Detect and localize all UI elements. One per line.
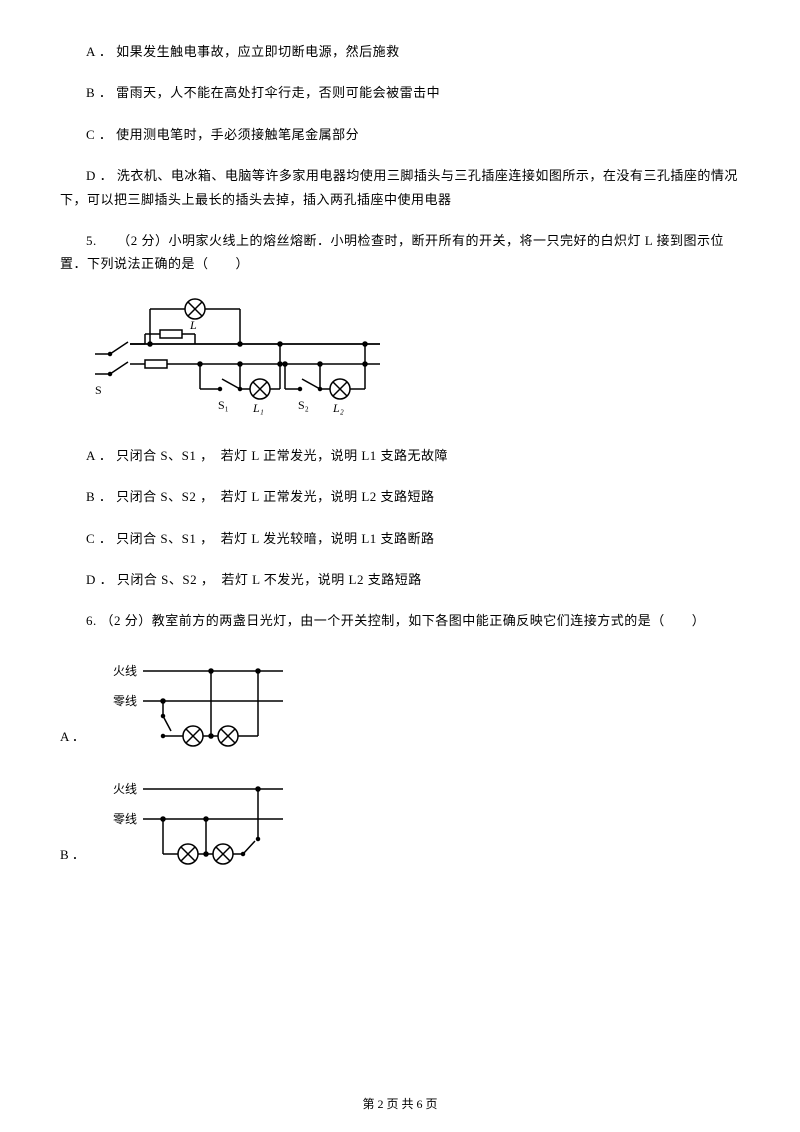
q5-option-c: C ． 只闭合 S、S1 ， 若灯 L 发光较暗，说明 L1 支路断路	[60, 527, 740, 550]
q5-option-d: D ． 只闭合 S、S2 ， 若灯 L 不发光，说明 L2 支路短路	[60, 568, 740, 591]
q5-option-a: A ． 只闭合 S、S1 ， 若灯 L 正常发光，说明 L1 支路无故障	[60, 444, 740, 467]
q6-stem: 6. （2 分）教室前方的两盏日光灯，由一个开关控制，如下各图中能正确反映它们连…	[60, 609, 740, 632]
label-S1: S₁	[218, 398, 229, 412]
label-neutral-b: 零线	[113, 812, 137, 826]
label-live-b: 火线	[113, 782, 137, 796]
q6-option-a-row: A ．	[60, 651, 740, 751]
q4-option-b: B ． 雷雨天，人不能在高处打伞行走，否则可能会被雷击中	[60, 81, 740, 104]
q6-option-a-label: A ．	[60, 726, 85, 745]
label-L2: L₂	[332, 401, 344, 415]
q4-option-d: D ． 洗衣机、电冰箱、电脑等许多家用电器均使用三脚插头与三孔插座连接如图所示，…	[60, 164, 740, 211]
q6-diagram-b: 火线 零线	[93, 769, 293, 869]
label-L: L	[189, 318, 197, 332]
q4-option-c: C ． 使用测电笔时，手必须接触笔尾金属部分	[60, 123, 740, 146]
label-S: S	[95, 383, 102, 397]
page-footer: 第 2 页 共 6 页	[0, 1095, 800, 1112]
q5-stem: 5. （2 分）小明家火线上的熔丝熔断．小明检查时，断开所有的开关，将一只完好的…	[60, 229, 740, 276]
label-live-a: 火线	[113, 664, 137, 678]
page: A ． 如果发生触电事故，应立即切断电源，然后施救 B ． 雷雨天，人不能在高处…	[0, 0, 800, 1132]
q6-diagram-a: 火线 零线	[93, 651, 293, 751]
label-L1: L₁	[252, 401, 264, 415]
label-neutral-a: 零线	[113, 694, 137, 708]
q5-option-b: B ． 只闭合 S、S2 ， 若灯 L 正常发光，说明 L2 支路短路	[60, 485, 740, 508]
label-S2: S₂	[298, 398, 309, 412]
q6-option-b-label: B ．	[60, 844, 85, 863]
q5-circuit-diagram: S L S₁ L₁ S₂ L₂	[90, 294, 740, 424]
q6-option-b-row: B ．	[60, 769, 740, 869]
q4-option-a: A ． 如果发生触电事故，应立即切断电源，然后施救	[60, 40, 740, 63]
